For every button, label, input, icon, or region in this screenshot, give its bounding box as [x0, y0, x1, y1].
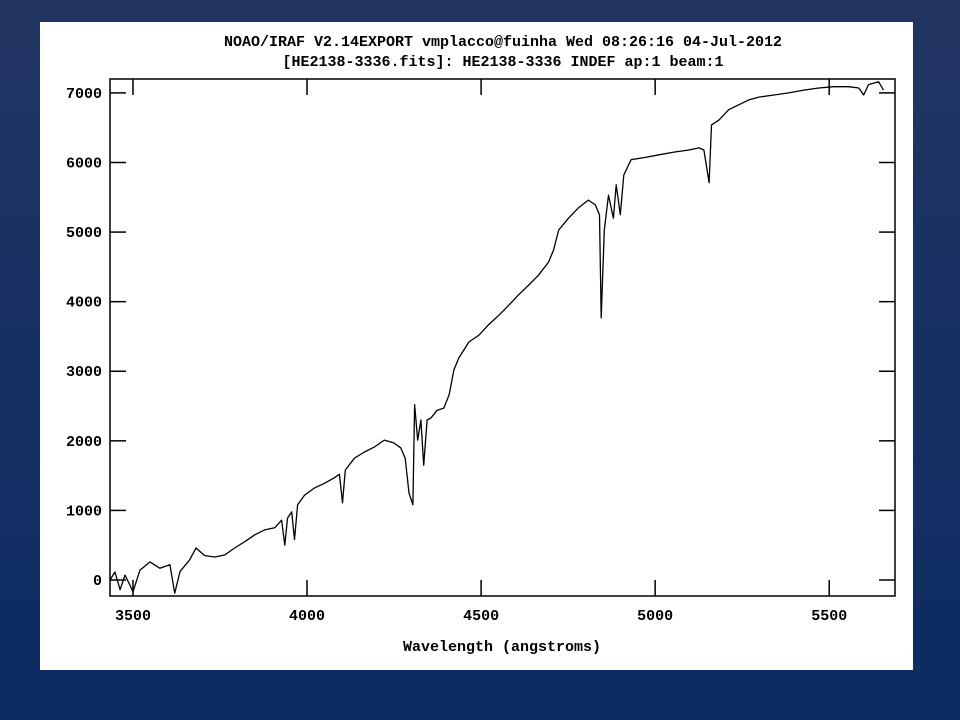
x-tick-label: 3500 [115, 608, 151, 625]
y-tick-label: 1000 [66, 503, 102, 520]
y-tick-label: 4000 [66, 295, 102, 312]
x-tick-label: 4000 [289, 608, 325, 625]
y-tick-label: 2000 [66, 434, 102, 451]
x-tick-label: 5000 [637, 608, 673, 625]
x-tick-label: 4500 [463, 608, 499, 625]
y-tick-label: 3000 [66, 364, 102, 381]
spectrum-line [109, 81, 885, 594]
plot-frame [109, 78, 896, 597]
x-tick-label: 5500 [811, 608, 847, 625]
panel [40, 22, 913, 670]
chart-subtitle: [HE2138-3336.fits]: HE2138-3336 INDEF ap… [282, 54, 723, 71]
x-axis-label: Wavelength (angstroms) [403, 639, 601, 656]
y-tick-label: 0 [93, 573, 102, 590]
y-tick-label: 7000 [66, 86, 102, 103]
chart-title: NOAO/IRAF V2.14EXPORT vmplacco@fuinha We… [224, 34, 782, 51]
y-tick-label: 6000 [66, 155, 102, 172]
y-tick-label: 5000 [66, 225, 102, 242]
